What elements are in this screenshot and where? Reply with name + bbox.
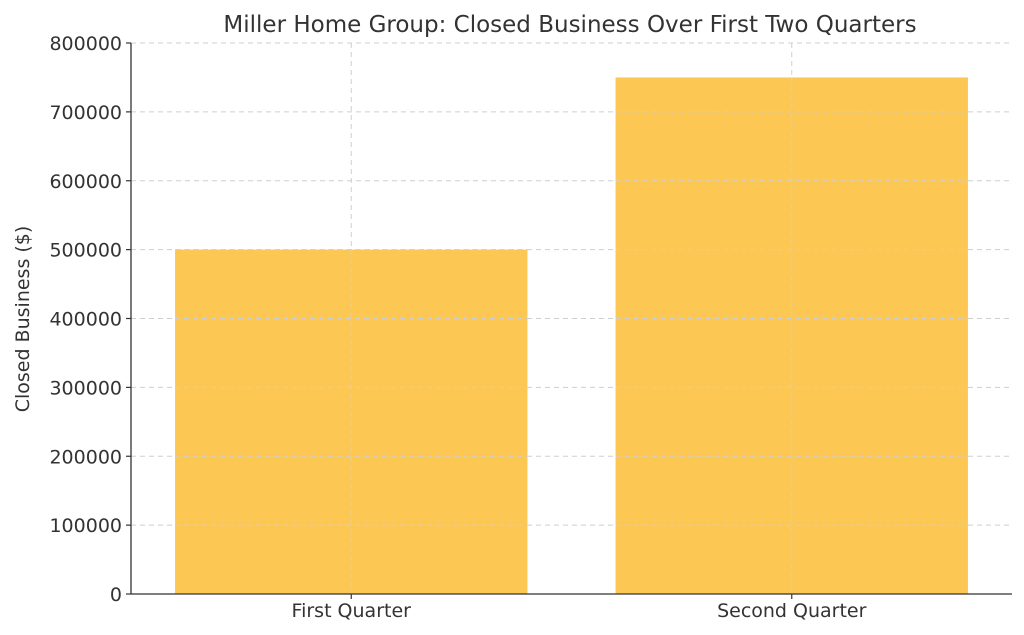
y-tick-label: 400000	[49, 309, 122, 331]
y-tick-label: 100000	[49, 515, 122, 537]
y-tick-label: 200000	[49, 446, 122, 468]
bar-2	[615, 77, 968, 594]
y-tick-label: 600000	[49, 171, 122, 193]
x-tick-label: Second Quarter	[717, 600, 867, 622]
bar-layer	[175, 77, 968, 594]
y-axis-label: Closed Business ($)	[12, 226, 34, 413]
chart-title: Miller Home Group: Closed Business Over …	[223, 12, 916, 38]
y-tick-label: 300000	[49, 377, 122, 399]
y-tick-label: 500000	[49, 240, 122, 262]
x-tick-label: First Quarter	[292, 600, 412, 622]
y-tick-label: 700000	[49, 102, 122, 124]
y-tick-label: 800000	[49, 33, 122, 55]
y-tick-label: 0	[110, 584, 122, 606]
axis-layer: 0 100000 200000 300000 400000 500000 600000 700…	[49, 33, 1012, 622]
